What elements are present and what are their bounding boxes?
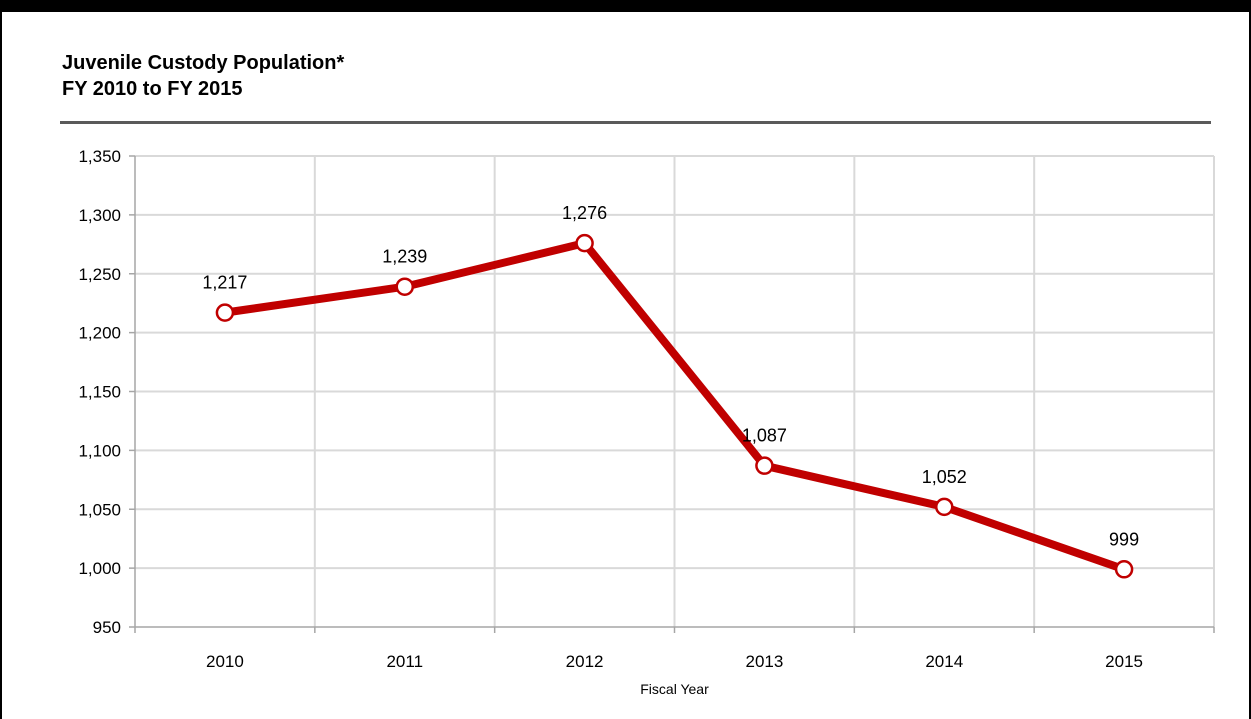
data-label: 1,052 <box>922 467 967 487</box>
data-label: 1,239 <box>382 247 427 267</box>
x-tick-label: 2010 <box>206 652 244 671</box>
y-tick-label: 1,350 <box>78 147 121 166</box>
y-tick-label: 1,250 <box>78 265 121 284</box>
y-tick-label: 1,100 <box>78 441 121 460</box>
chart-title-line-2: FY 2010 to FY 2015 <box>62 78 243 100</box>
x-tick-label: 2012 <box>566 652 604 671</box>
x-tick-label: 2014 <box>925 652 963 671</box>
series-line <box>220 239 1129 574</box>
data-label: 1,276 <box>562 203 607 223</box>
data-point-marker <box>575 233 594 253</box>
axes <box>129 155 1215 633</box>
y-tick-label: 1,150 <box>78 383 121 402</box>
y-tick-label: 1,200 <box>78 324 121 343</box>
data-label: 1,087 <box>742 426 787 446</box>
data-point-marker <box>215 303 235 322</box>
chart-title: Juvenile Custody Population* FY 2010 to … <box>62 50 344 102</box>
chart-title-line-1: Juvenile Custody Population* <box>62 52 345 74</box>
data-point-marker <box>935 497 954 517</box>
y-tick-label: 950 <box>93 618 121 637</box>
data-label: 999 <box>1109 529 1139 549</box>
gridlines <box>135 155 1215 627</box>
labels: 950 1,000 1,050 1,100 1,150 1,200 1,250 1,300 1,… <box>78 147 1143 697</box>
y-tick-label: 1,300 <box>78 206 121 225</box>
data-point-marker <box>395 277 414 296</box>
x-tick-label: 2013 <box>746 652 784 671</box>
data-point-marker <box>1114 560 1134 579</box>
y-tick-label: 1,050 <box>78 500 121 519</box>
x-axis-title: Fiscal Year <box>640 681 709 697</box>
data-label: 1,217 <box>202 273 247 293</box>
series <box>215 233 1134 579</box>
x-tick-label: 2011 <box>386 652 423 671</box>
data-point-marker <box>755 456 774 475</box>
y-tick-label: 1,000 <box>78 559 121 578</box>
x-tick-label: 2015 <box>1105 652 1143 671</box>
title-divider <box>60 121 1211 124</box>
